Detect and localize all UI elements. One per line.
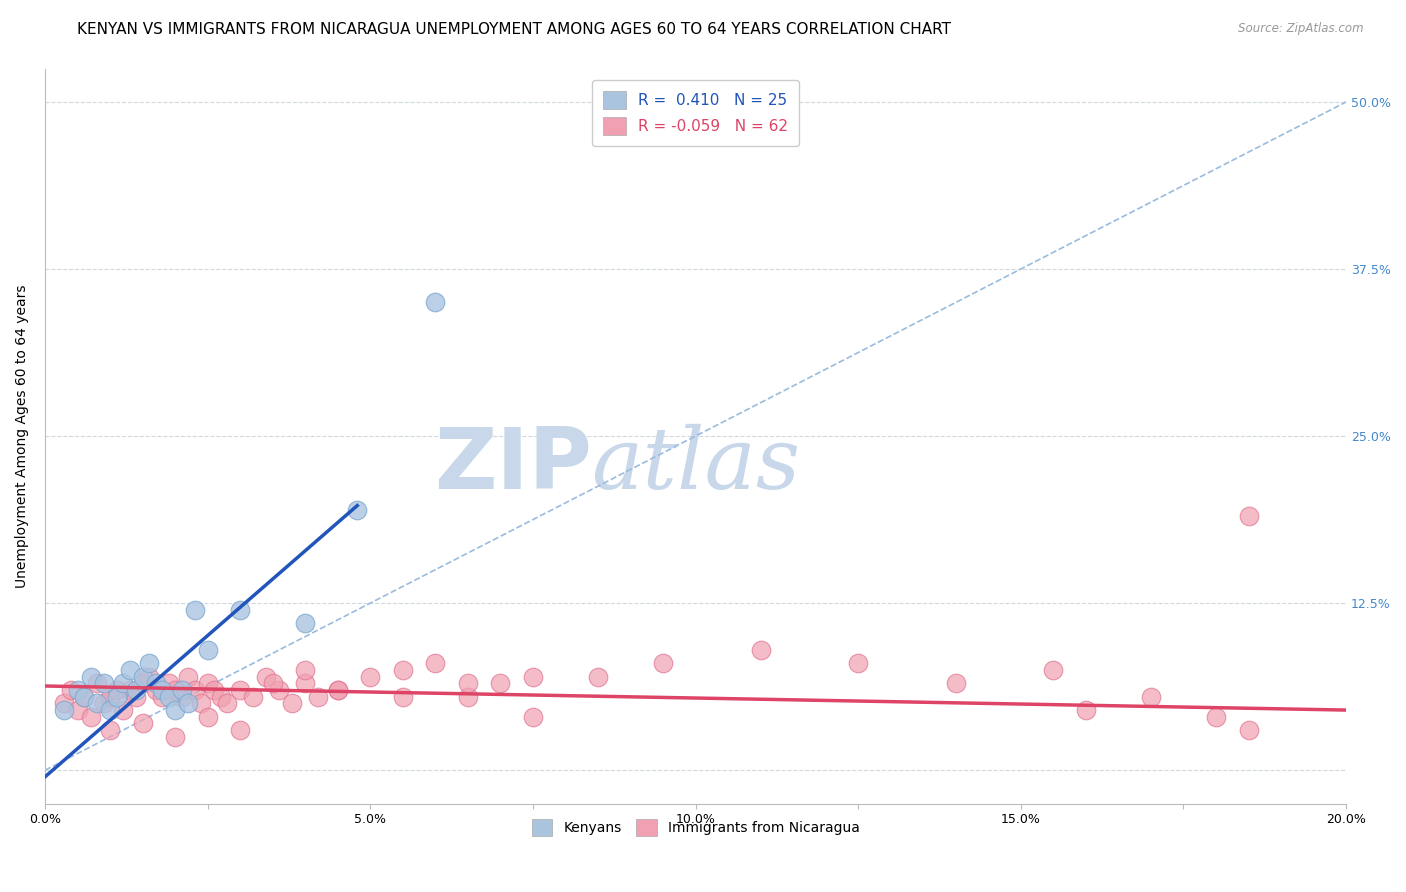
Point [586,670,609,684]
Point [165,703,187,717]
Point [53,697,76,711]
Point [425,295,447,310]
Point [98,723,121,738]
Point [118,683,141,698]
Point [1205,710,1227,724]
Point [59,683,82,698]
Point [294,676,316,690]
Point [190,697,212,711]
Point [359,670,381,684]
Point [326,683,349,698]
Point [242,690,264,704]
Point [1237,509,1260,524]
Point [281,697,304,711]
Point [391,663,413,677]
Point [522,670,544,684]
Point [262,676,284,690]
Point [73,690,96,704]
Point [269,683,291,698]
Point [326,683,349,698]
Point [1237,723,1260,738]
Point [145,676,167,690]
Point [150,683,173,698]
Text: ZIP: ZIP [433,424,592,507]
Point [165,683,187,698]
Point [86,676,108,690]
Point [112,703,135,717]
Point [229,683,252,698]
Point [522,710,544,724]
Point [202,683,225,698]
Point [307,690,329,704]
Point [138,657,160,671]
Point [1042,663,1064,677]
Point [346,502,368,516]
Text: KENYAN VS IMMIGRANTS FROM NICARAGUA UNEMPLOYMENT AMONG AGES 60 TO 64 YEARS CORRE: KENYAN VS IMMIGRANTS FROM NICARAGUA UNEM… [77,22,952,37]
Point [177,670,200,684]
Point [170,690,193,704]
Point [98,690,121,704]
Point [177,697,200,711]
Point [197,676,219,690]
Point [93,697,115,711]
Point [294,663,316,677]
Point [1074,703,1097,717]
Y-axis label: Unemployment Among Ages 60 to 64 years: Unemployment Among Ages 60 to 64 years [15,285,30,588]
Point [145,683,167,698]
Point [157,690,180,704]
Point [183,683,205,698]
Point [86,697,108,711]
Point [209,690,232,704]
Point [945,676,967,690]
Point [1140,690,1163,704]
Point [391,690,413,704]
Point [197,710,219,724]
Point [150,690,173,704]
Point [254,670,277,684]
Point [457,690,479,704]
Point [217,697,239,711]
Point [66,703,89,717]
Point [489,676,512,690]
Text: atlas: atlas [592,424,800,507]
Point [125,690,148,704]
Point [165,730,187,744]
Point [846,657,869,671]
Text: Source: ZipAtlas.com: Source: ZipAtlas.com [1239,22,1364,36]
Point [652,657,675,671]
Point [93,676,115,690]
Point [131,670,153,684]
Point [53,703,76,717]
Point [183,603,205,617]
Point [157,676,180,690]
Point [105,683,128,698]
Point [66,683,89,698]
Legend: Kenyans, Immigrants from Nicaragua: Kenyans, Immigrants from Nicaragua [523,811,868,845]
Point [229,603,252,617]
Point [170,683,193,698]
Point [79,710,101,724]
Point [125,683,148,698]
Point [73,690,96,704]
Point [229,723,252,738]
Point [131,716,153,731]
Point [131,676,153,690]
Point [138,670,160,684]
Point [105,690,128,704]
Point [457,676,479,690]
Point [118,663,141,677]
Point [294,616,316,631]
Point [197,643,219,657]
Point [749,643,772,657]
Point [425,657,447,671]
Point [98,703,121,717]
Point [79,670,101,684]
Point [112,676,135,690]
